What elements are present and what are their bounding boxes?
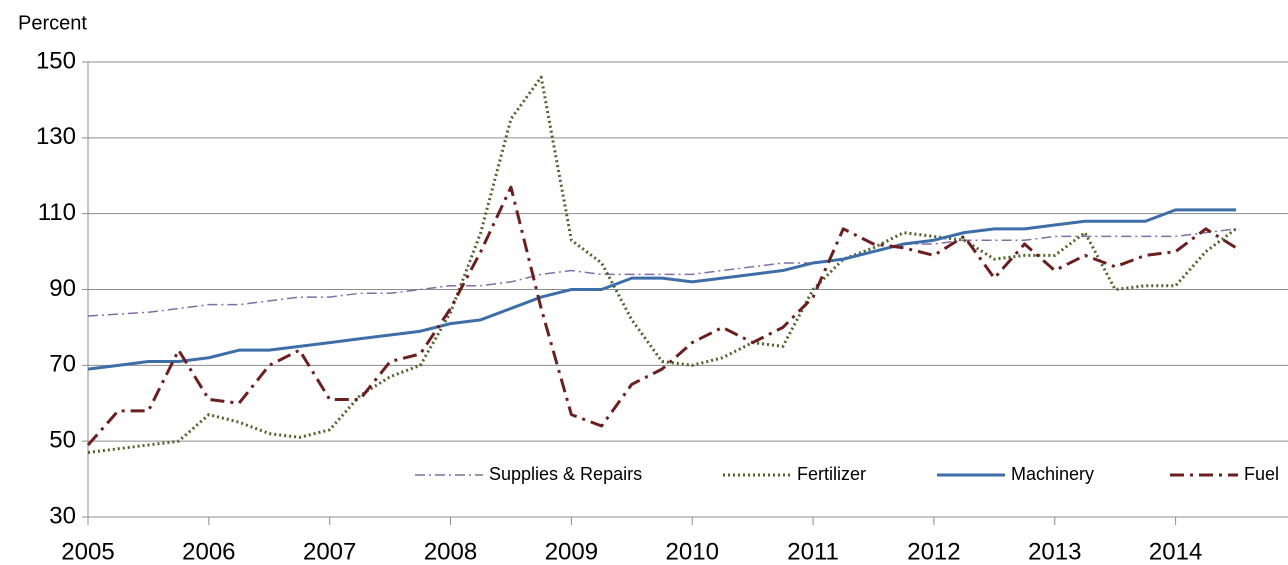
x-tick-label: 2012: [907, 538, 960, 565]
series-line: [87, 228, 1237, 317]
legend-label: Fuel: [1244, 464, 1279, 484]
x-tick-label: 2013: [1028, 538, 1081, 565]
y-tick-label: 150: [36, 47, 76, 74]
series-line: [87, 75, 1237, 455]
series-line: [86, 185, 1237, 446]
x-tick-label: 2007: [303, 538, 356, 565]
x-tick-label: 2009: [545, 538, 598, 565]
y-tick-label: 130: [36, 123, 76, 150]
y-tick-label: 110: [38, 199, 76, 226]
y-tick-label: 90: [49, 275, 76, 302]
x-tick-label: 2008: [424, 538, 477, 565]
x-tick-label: 2014: [1149, 538, 1202, 565]
x-tick-label: 2011: [787, 538, 839, 565]
y-tick-label: 70: [49, 351, 76, 378]
legend-label: Fertilizer: [797, 464, 866, 484]
series-line: [87, 208, 1237, 371]
x-tick-label: 2006: [182, 538, 235, 565]
y-tick-label: 30: [49, 502, 76, 529]
legend-label: Supplies & Repairs: [489, 464, 642, 484]
x-tick-label: 2005: [61, 538, 114, 565]
y-tick-label: 50: [49, 427, 76, 454]
legend-label: Machinery: [1011, 464, 1094, 484]
y-axis-label: Percent: [18, 12, 87, 34]
x-tick-label: 2010: [666, 538, 719, 565]
